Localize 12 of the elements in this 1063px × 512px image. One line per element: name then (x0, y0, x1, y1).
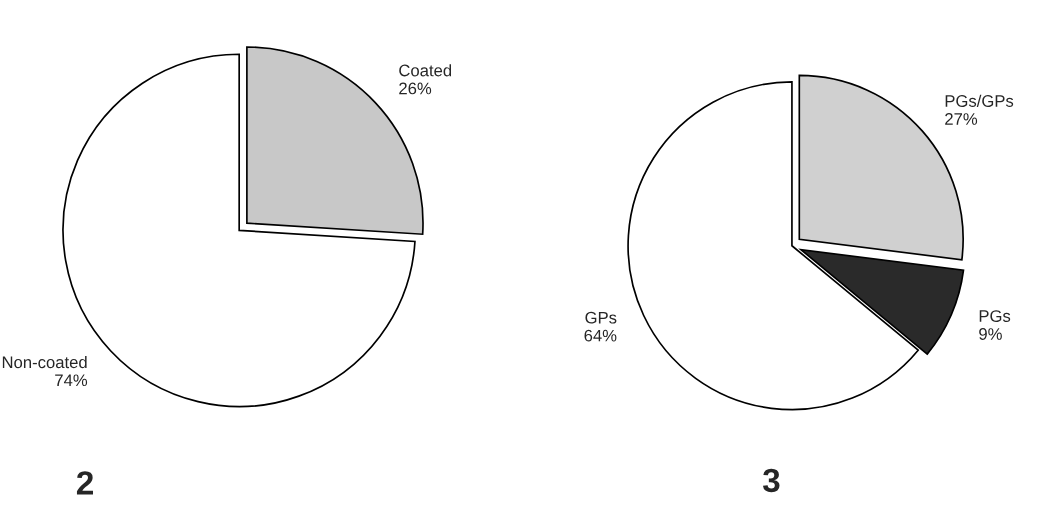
data-label: 64% (584, 329, 617, 342)
slice-label: Non-coated (2, 355, 87, 369)
data-label: 74% (55, 374, 88, 387)
slice-label: PGs/GPs (945, 94, 1014, 107)
data-label: 9% (979, 328, 1002, 340)
slice-label: GPs (585, 311, 617, 324)
slice-label: PGs (979, 310, 1011, 322)
data-label: 27% (945, 113, 978, 125)
text: 3 (762, 468, 780, 493)
slice-label: Coated (399, 64, 452, 77)
data-label: 26% (399, 82, 432, 95)
text: 2 (76, 471, 93, 495)
